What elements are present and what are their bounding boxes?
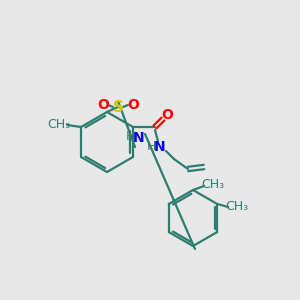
Text: CH₃: CH₃ bbox=[201, 178, 225, 191]
Text: N: N bbox=[154, 140, 166, 154]
Text: O: O bbox=[127, 98, 139, 112]
Text: O: O bbox=[97, 98, 109, 112]
Text: H: H bbox=[146, 140, 156, 154]
Text: H: H bbox=[125, 130, 135, 143]
Text: CH₃: CH₃ bbox=[226, 200, 249, 214]
Text: S: S bbox=[112, 100, 124, 115]
Text: N: N bbox=[133, 131, 145, 145]
Text: O: O bbox=[161, 108, 173, 122]
Text: CH₃: CH₃ bbox=[47, 118, 70, 131]
